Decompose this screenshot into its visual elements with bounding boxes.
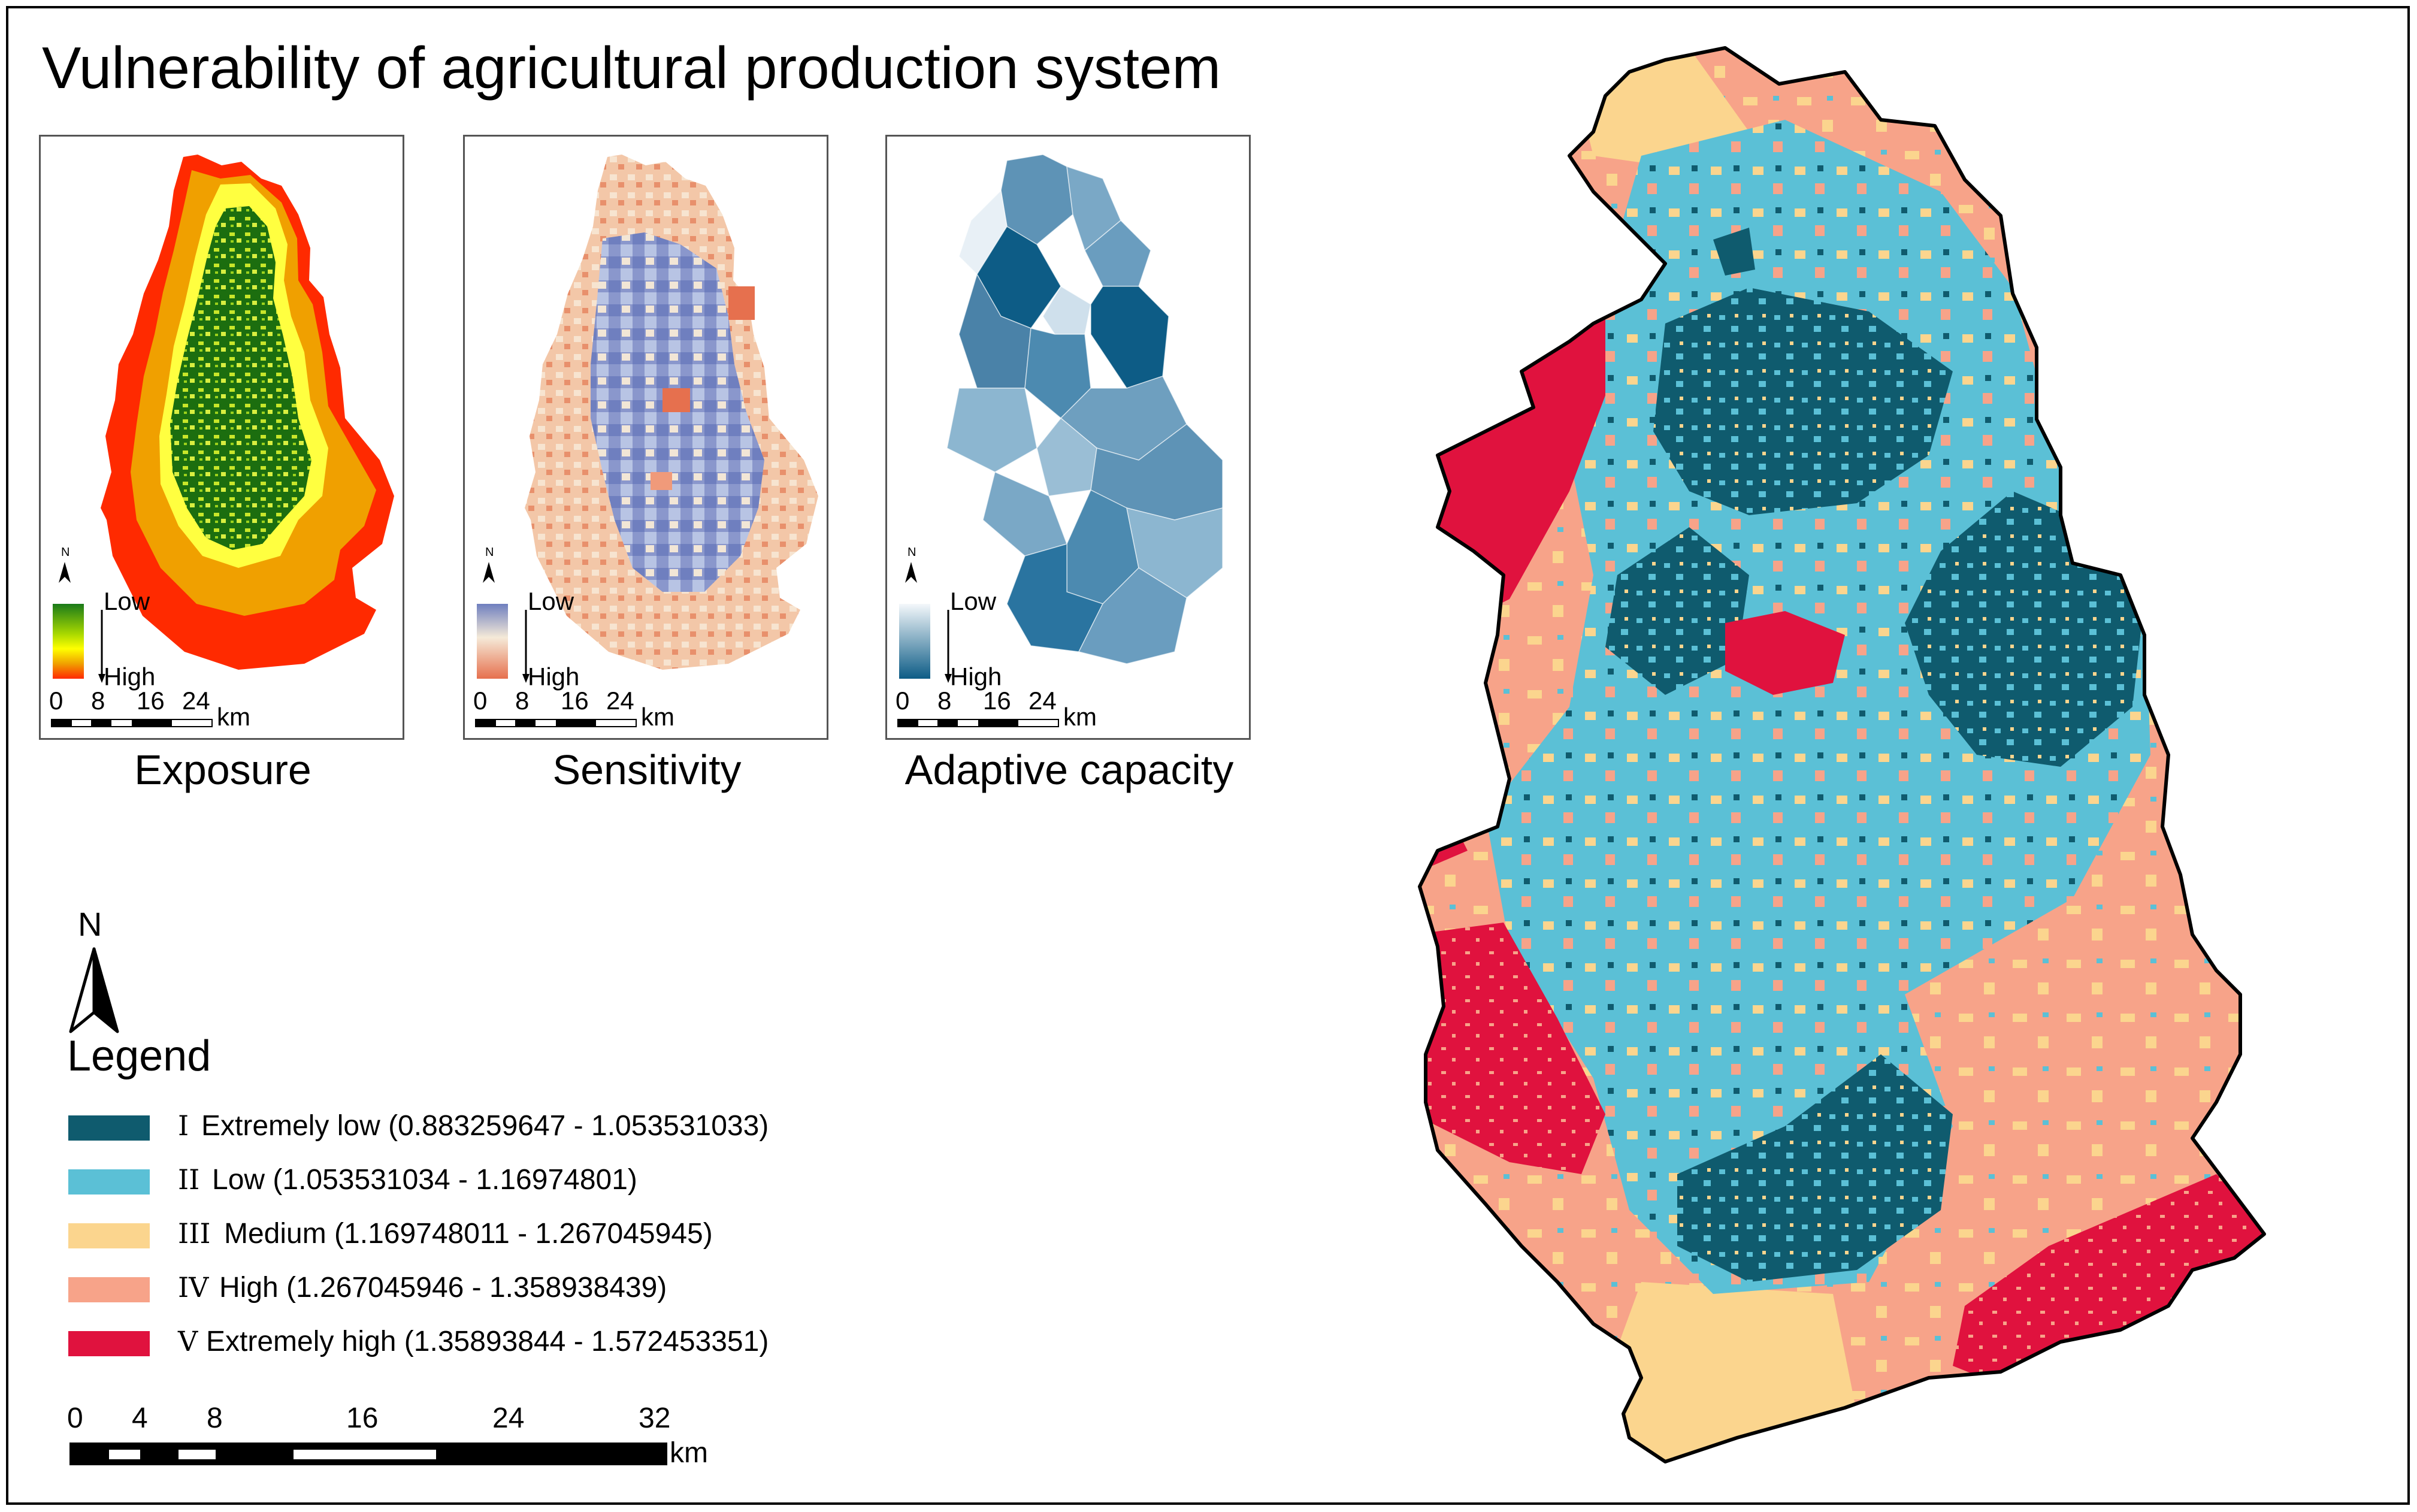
sensitivity-hotspot: [663, 388, 690, 412]
class-i-extremely-low-area: [1677, 1054, 1953, 1282]
legend-class-label: Extremely low (0.883259647 - 1.053531033…: [201, 1110, 769, 1142]
legend-class-numeral: III: [178, 1217, 211, 1250]
class-i-extremely-low-area: [1605, 527, 1749, 695]
sensitivity-hotspot: [651, 472, 672, 490]
sensitivity-hotspot: [728, 286, 755, 320]
legend-swatch: [68, 1223, 150, 1248]
exposure-scale-unit: km: [217, 703, 250, 731]
vulnerability-map: [1414, 36, 2360, 1486]
scalebar-tick: 32: [639, 1402, 671, 1434]
exposure-scale-tick: 0: [49, 687, 63, 715]
sensitivity-label: Sensitivity: [552, 746, 742, 793]
sensitivity-scale-unit: km: [641, 703, 674, 731]
class-iii-medium-area: [1593, 1282, 1857, 1462]
scalebar-unit: km: [670, 1437, 708, 1469]
adaptive-capacity-region: [946, 388, 1037, 473]
class-i-extremely-low-area: [1653, 288, 1953, 515]
sensitivity-legend-low: Low: [528, 587, 574, 615]
legend-class-numeral: IV: [178, 1271, 209, 1304]
exposure-legend-low: Low: [104, 587, 150, 615]
sensitivity-scale-tick: 16: [561, 687, 589, 715]
exposure-scale-tick: 16: [137, 687, 165, 715]
scalebar-tick: 0: [67, 1402, 83, 1434]
scalebar-tick: 4: [132, 1402, 148, 1434]
main-scalebar: [69, 1443, 667, 1465]
legend-class-label: Medium (1.169748011 - 1.267045945): [224, 1218, 713, 1250]
exposure-green-core: [170, 206, 311, 550]
sensitivity-scale-tick: 24: [606, 687, 634, 715]
adaptive-capacity-legend-high: High: [950, 663, 1002, 691]
figure-title: Vulnerability of agricultural production…: [42, 35, 1221, 101]
scalebar-tick: 24: [492, 1402, 525, 1434]
legend-swatch: [68, 1331, 150, 1356]
exposure-map: [101, 155, 394, 670]
main-north-arrow-icon: [69, 947, 119, 1033]
sensitivity-panel: N Low High 0 8 16 24 km: [463, 135, 828, 740]
adaptive-capacity-scale-tick: 16: [983, 687, 1011, 715]
figure-frame: [6, 6, 2410, 1505]
adaptive-capacity-map: [946, 154, 1223, 664]
scalebar-tick: 16: [346, 1402, 379, 1434]
exposure-panel: N Low High 0 8 16 24 km: [39, 135, 404, 740]
adaptive-capacity-region: [1090, 286, 1169, 389]
class-v-extremely-high-area: [1420, 923, 1605, 1174]
legend-class-numeral: I: [178, 1109, 189, 1142]
adaptive-capacity-scale-unit: km: [1063, 703, 1097, 731]
class-v-extremely-high-area: [1953, 1174, 2264, 1390]
exposure-scale-tick: 24: [182, 687, 210, 715]
sensitivity-scale-tick: 8: [515, 687, 530, 715]
legend-title: Legend: [67, 1032, 211, 1080]
adaptive-capacity-region: [958, 189, 1008, 276]
adaptive-capacity-region: [1078, 567, 1187, 664]
adaptive-capacity-scale-tick: 0: [896, 687, 910, 715]
sensitivity-legend-high: High: [528, 663, 580, 691]
sensitivity-map: [525, 155, 818, 670]
legend-class-label: Low (1.053531034 - 1.16974801): [212, 1164, 637, 1196]
legend-class-numeral: II: [178, 1163, 200, 1196]
adaptive-capacity-panel: N Low High 0 8 16 24 km: [885, 135, 1251, 740]
legend-swatch: [68, 1277, 150, 1302]
adaptive-capacity-scale-tick: 24: [1028, 687, 1057, 715]
legend-class-label: Extremely high (1.35893844 - 1.572453351…: [206, 1326, 769, 1357]
exposure-legend-high: High: [104, 663, 156, 691]
legend-class-label: High (1.267045946 - 1.358938439): [219, 1272, 667, 1304]
exposure-label: Exposure: [134, 746, 311, 793]
scalebar-tick: 8: [207, 1402, 223, 1434]
legend-swatch: [68, 1169, 150, 1195]
legend-class-numeral: V: [178, 1325, 198, 1357]
class-ii-low-area: [1486, 120, 2150, 1294]
sensitivity-scale-tick: 0: [473, 687, 488, 715]
adaptive-capacity-legend-low: Low: [950, 587, 997, 615]
main-north-letter: N: [78, 905, 102, 943]
class-v-extremely-high-area: [1725, 611, 1845, 695]
legend-swatch: [68, 1115, 150, 1141]
class-i-extremely-low-area: [1713, 228, 1755, 276]
exposure-scale-tick: 8: [91, 687, 105, 715]
adaptive-capacity-scale-tick: 8: [937, 687, 952, 715]
adaptive-capacity-label: Adaptive capacity: [905, 746, 1234, 793]
